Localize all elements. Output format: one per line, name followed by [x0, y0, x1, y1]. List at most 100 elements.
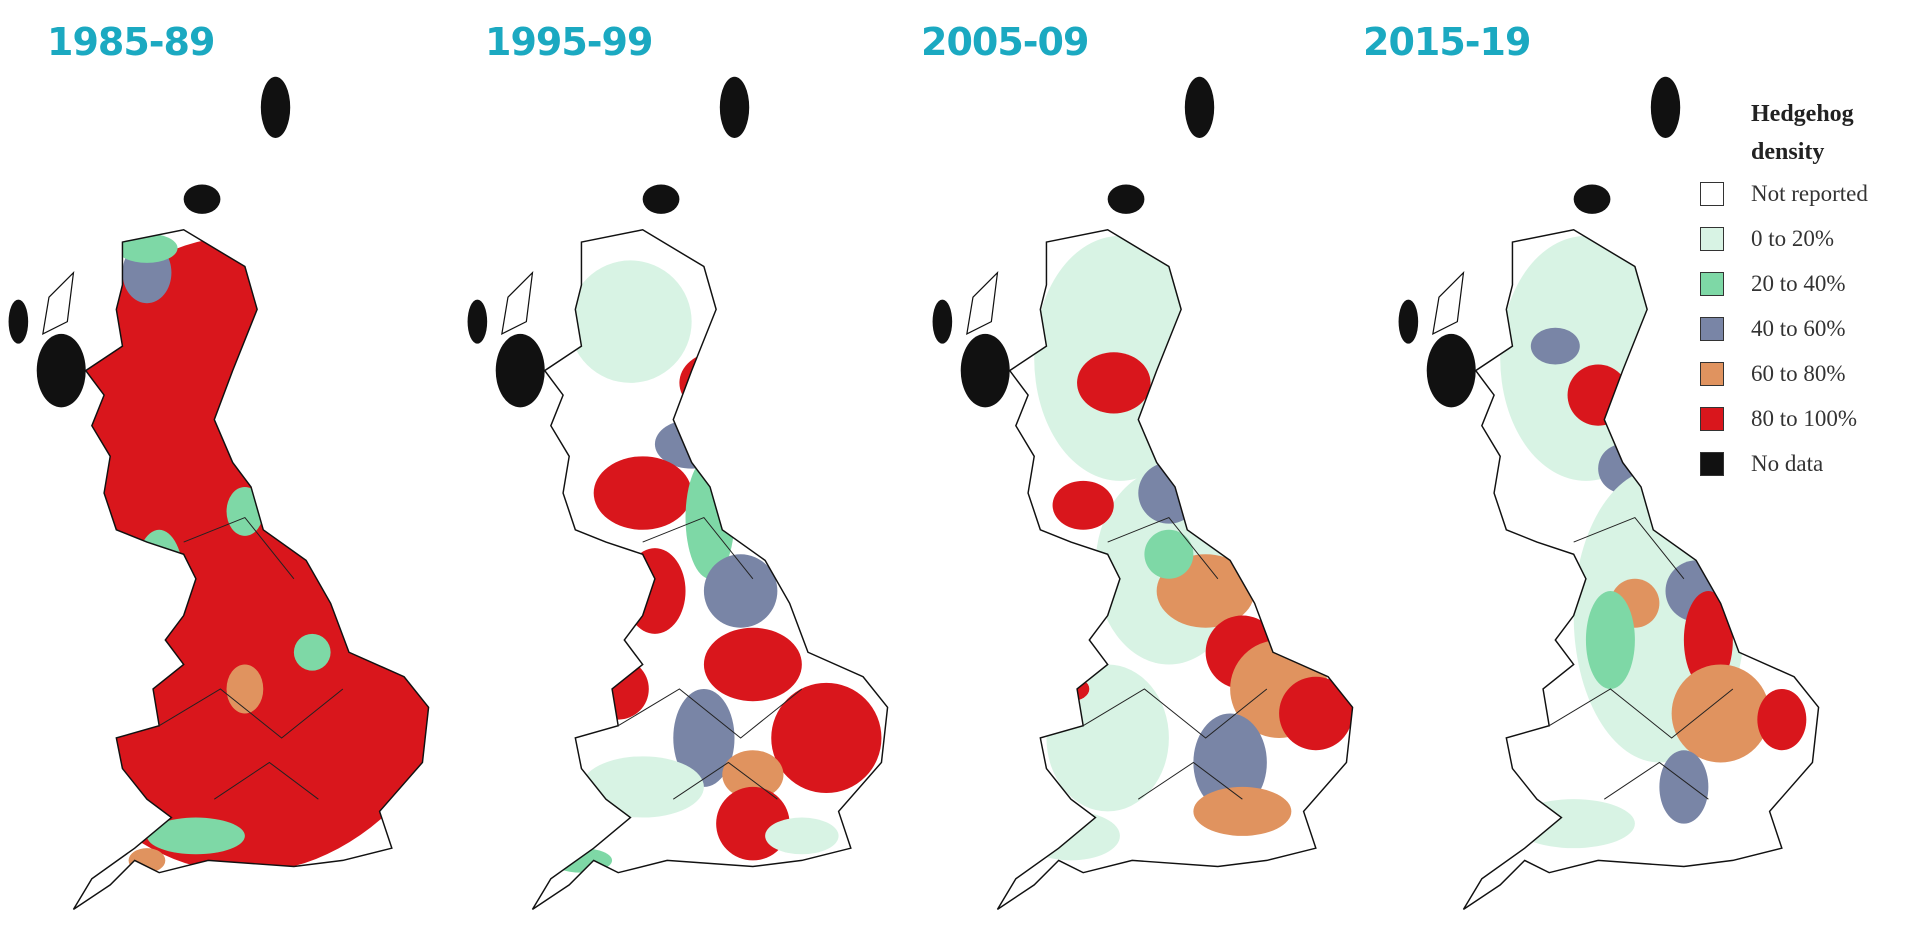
island — [966, 270, 999, 335]
island — [1650, 76, 1681, 138]
density-area — [1509, 674, 1540, 704]
density-area — [1585, 591, 1635, 689]
density-area — [722, 750, 784, 800]
density-area — [1659, 750, 1709, 824]
island — [467, 299, 488, 344]
map-panel — [1398, 76, 1820, 910]
density-area — [1757, 688, 1807, 751]
region-border — [618, 516, 803, 800]
legend-item: 0 to 20% — [1700, 216, 1920, 261]
density-area — [704, 554, 778, 628]
legend-items: Not reported 0 to 20% 20 to 40% 40 to 60% 60… — [1700, 171, 1920, 486]
density-area — [1144, 529, 1194, 579]
density-area — [1500, 235, 1672, 481]
legend-swatch — [1700, 226, 1724, 251]
island — [1573, 184, 1611, 214]
legend-label: 0 to 20% — [1751, 225, 1835, 251]
density-area — [1077, 352, 1152, 414]
island — [260, 76, 291, 138]
coastline — [1462, 229, 1820, 910]
density-area — [1279, 676, 1354, 751]
density-area — [593, 456, 692, 530]
density-area — [673, 688, 735, 787]
island — [36, 333, 86, 408]
island — [501, 270, 534, 335]
density-area — [771, 682, 882, 794]
legend-swatch — [1700, 316, 1724, 341]
panel-title: 2015-19 — [1363, 20, 1531, 64]
legend-item: 60 to 80% — [1700, 351, 1920, 396]
region-border — [1548, 516, 1733, 800]
legend-label: 20 to 40% — [1751, 270, 1846, 296]
island — [1426, 333, 1476, 408]
island — [183, 184, 221, 214]
density-area — [581, 756, 705, 818]
density-area — [1671, 664, 1770, 763]
density-area — [1046, 664, 1170, 812]
density-area — [551, 848, 613, 873]
legend-item: 40 to 60% — [1700, 306, 1920, 351]
legend-swatch — [1700, 406, 1724, 431]
legend-item: No data — [1700, 441, 1920, 486]
legend-label: Not reported — [1751, 180, 1868, 206]
density-area — [226, 664, 264, 714]
density-area — [1683, 591, 1733, 689]
density-area — [146, 817, 245, 855]
coastline — [72, 229, 430, 910]
density-areas — [73, 233, 429, 873]
density-area — [1022, 811, 1121, 861]
density-area — [73, 235, 429, 873]
coastline — [532, 229, 889, 910]
island — [933, 299, 953, 344]
panel-title: 2005-09 — [921, 20, 1089, 64]
coastline — [997, 229, 1354, 910]
map-panel — [467, 76, 889, 910]
density-area — [1530, 327, 1580, 365]
density-area — [624, 548, 686, 634]
legend-label: 60 to 80% — [1751, 360, 1846, 386]
legend-swatch — [1700, 361, 1724, 386]
legend-item: 20 to 40% — [1700, 261, 1920, 306]
legend-label: 40 to 60% — [1751, 315, 1846, 341]
island — [1431, 270, 1465, 335]
density-area — [1053, 480, 1115, 530]
legend-label: 80 to 100% — [1751, 405, 1858, 431]
island — [495, 333, 545, 408]
legend-swatch — [1700, 451, 1724, 476]
density-area — [704, 627, 803, 702]
density-area — [569, 260, 692, 383]
legend-item: Not reported — [1700, 171, 1920, 216]
legend-title: Hedgehog density — [1751, 101, 1854, 165]
island — [42, 270, 75, 335]
legend-label: No data — [1751, 450, 1824, 476]
density-area — [134, 529, 184, 628]
region-border — [1083, 516, 1268, 800]
island — [1398, 299, 1418, 344]
panel-title: 1995-99 — [485, 20, 653, 64]
island — [720, 76, 750, 138]
island — [1185, 76, 1215, 138]
legend-swatch — [1700, 271, 1724, 296]
density-area — [765, 817, 839, 855]
density-areas — [551, 260, 882, 873]
region-border — [158, 516, 344, 800]
density-area — [679, 352, 754, 414]
map-panel — [933, 76, 1354, 910]
density-area — [1512, 799, 1635, 849]
legend: Hedgehog density Not reported 0 to 20% 20 … — [1700, 95, 1920, 486]
density-area — [1138, 462, 1200, 524]
density-area — [1193, 713, 1268, 812]
density-area — [1053, 676, 1090, 702]
density-area — [1193, 786, 1292, 836]
island — [1108, 184, 1145, 214]
density-area — [1567, 364, 1629, 426]
map-panel — [8, 76, 430, 910]
legend-swatch — [1700, 181, 1724, 206]
island — [8, 299, 29, 344]
panel-title: 1985-89 — [47, 20, 215, 64]
legend-item: 80 to 100% — [1700, 396, 1920, 441]
island — [642, 184, 680, 214]
island — [961, 333, 1011, 408]
density-area — [293, 633, 331, 671]
